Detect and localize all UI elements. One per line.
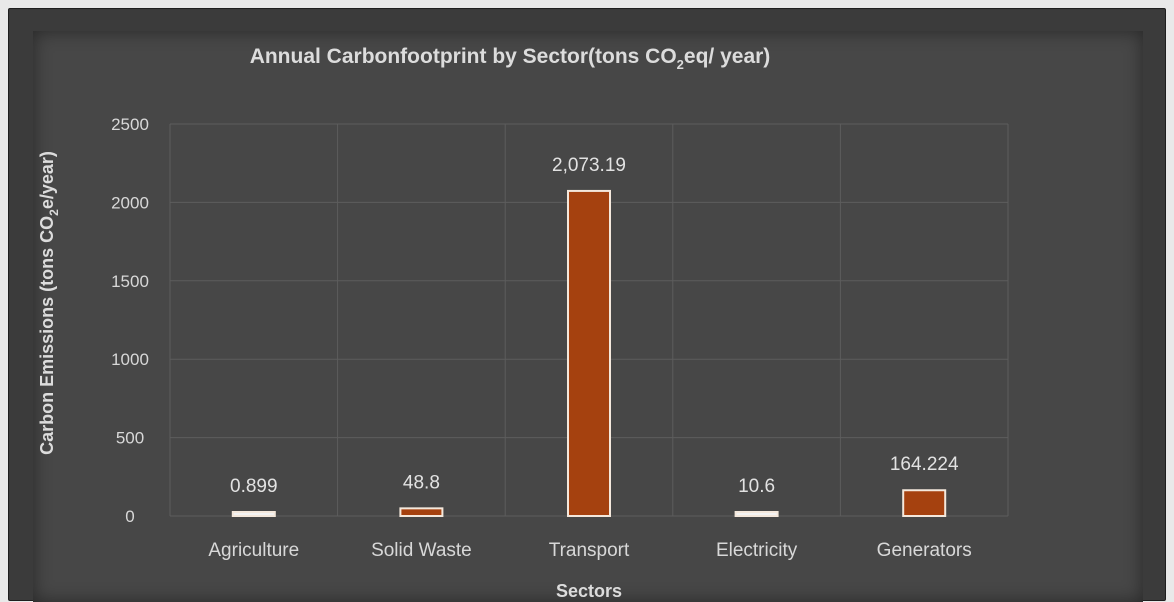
category-label: Agriculture bbox=[208, 540, 299, 561]
bar-generators bbox=[902, 489, 947, 517]
category-label: Transport bbox=[549, 540, 630, 561]
data-label: 164.224 bbox=[890, 454, 959, 475]
category-label: Solid Waste bbox=[371, 540, 472, 561]
y-tick-label: 1000 bbox=[111, 350, 149, 369]
y-axis-title: Carbon Emissions (tons CO2e/year) bbox=[37, 151, 61, 455]
y-tick-label: 2500 bbox=[111, 115, 149, 134]
category-label: Electricity bbox=[716, 540, 798, 561]
data-label: 48.8 bbox=[403, 472, 440, 493]
category-label: Generators bbox=[877, 540, 972, 561]
chart-title: Annual Carbonfootprint by Sector(tons CO… bbox=[250, 45, 771, 72]
bar-agriculture bbox=[231, 511, 276, 517]
bar-solid-waste bbox=[399, 507, 444, 518]
y-tick-label: 0 bbox=[125, 507, 134, 526]
y-tick-label: 1500 bbox=[111, 272, 149, 291]
data-labels: 0.899 48.8 2,073.19 10.6 164.224 bbox=[230, 155, 959, 497]
data-label: 0.899 bbox=[230, 476, 278, 497]
bar-transport bbox=[567, 189, 611, 518]
y-tick-label: 500 bbox=[116, 429, 144, 448]
y-tick-label: 2000 bbox=[111, 193, 149, 212]
bar-electricity bbox=[734, 511, 779, 517]
data-label: 10.6 bbox=[738, 476, 775, 497]
category-labels: Agriculture Solid Waste Transport Electrici… bbox=[208, 540, 971, 561]
y-tick-labels: 0 500 1000 1500 2000 2500 bbox=[111, 115, 149, 526]
x-axis-title: Sectors bbox=[556, 581, 622, 601]
bars bbox=[231, 189, 947, 518]
data-label: 2,073.19 bbox=[552, 155, 626, 176]
